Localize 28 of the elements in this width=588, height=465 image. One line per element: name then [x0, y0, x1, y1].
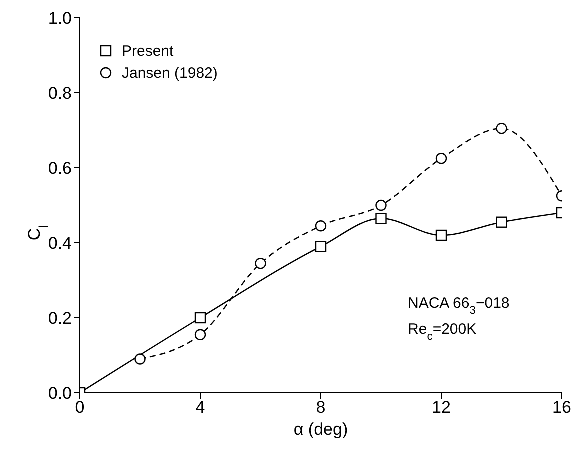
legend-label: Present: [122, 42, 174, 60]
y-tick-label: 0.6: [48, 159, 72, 178]
y-tick-label: 1.0: [48, 9, 72, 28]
x-tick-label: 12: [432, 398, 451, 418]
point: [134, 354, 146, 365]
point: [315, 241, 327, 252]
x-tick-label: 4: [196, 398, 206, 418]
point: [436, 153, 448, 164]
legend-label: Jansen (1982): [122, 64, 218, 82]
point: [496, 216, 508, 228]
x-axis-title: α (deg): [294, 420, 348, 439]
x-tick-label: 0: [75, 398, 85, 418]
point: [436, 230, 448, 242]
point: [496, 123, 508, 134]
point: [194, 312, 206, 324]
point: [255, 258, 266, 270]
annotation: NACA 66$_{3}$−018: [408, 295, 510, 317]
y-tick-label: 0.2: [48, 309, 72, 328]
y-tick-label: 0.8: [48, 84, 72, 104]
annotation: Re$_{c}$=200K: [408, 321, 477, 343]
point: [376, 200, 387, 212]
point: [376, 213, 387, 224]
y-tick-label: 0.0: [48, 384, 72, 404]
point: [194, 329, 206, 340]
x-tick-label: 8: [316, 398, 326, 418]
point: [315, 220, 327, 232]
y-tick-label: 0.4: [48, 234, 72, 254]
x-tick-label: 16: [552, 398, 572, 418]
